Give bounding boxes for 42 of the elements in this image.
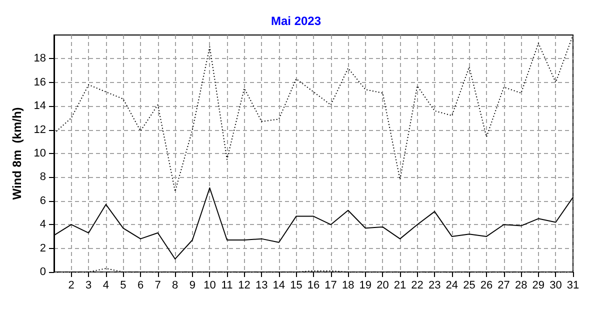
x-tick-label: 9	[189, 280, 196, 292]
x-tick-label: 5	[120, 280, 126, 292]
x-tick-label: 10	[204, 280, 216, 292]
x-tick-label: 3	[86, 280, 92, 292]
x-tick-label: 14	[272, 280, 286, 292]
x-tick-label: 26	[480, 280, 493, 292]
x-tick-label: 7	[154, 280, 161, 292]
x-tick-label: 2	[68, 280, 74, 292]
x-tick-label: 24	[446, 280, 458, 292]
y-tick-label: 12	[34, 124, 46, 136]
x-tick-label: 19	[359, 280, 372, 292]
y-tick-label: 14	[34, 100, 46, 112]
x-tick-label: 13	[255, 280, 268, 292]
x-tick-label: 28	[514, 280, 528, 292]
x-tick-label: 25	[463, 280, 476, 292]
x-tick-label: 18	[342, 280, 354, 292]
x-tick-label: 16	[307, 280, 320, 292]
x-tick-label: 31	[566, 280, 580, 292]
y-tick-label: 6	[40, 194, 46, 207]
x-tick-label: 29	[532, 280, 545, 292]
x-tick-label: 15	[290, 280, 302, 292]
x-tick-label: 21	[394, 280, 406, 292]
y-tick-label: 2	[40, 242, 46, 254]
x-tick-label: 17	[324, 280, 337, 292]
x-tick-label: 23	[428, 280, 441, 292]
y-tick-label: 8	[40, 171, 46, 184]
x-tick-label: 22	[411, 280, 424, 292]
y-tick-label: 16	[34, 76, 46, 88]
y-axis-title: Wind 8m (km/h)	[10, 107, 24, 200]
x-tick-label: 4	[102, 280, 109, 292]
chart-title: Mai 2023	[270, 14, 322, 28]
y-tick-label: 0	[40, 266, 46, 278]
x-tick-label: 27	[498, 280, 510, 292]
y-tick-label: 4	[40, 218, 46, 231]
x-tick-label: 12	[238, 280, 250, 292]
x-tick-label: 8	[172, 280, 178, 292]
x-tick-label: 11	[221, 280, 233, 292]
x-tick-label: 20	[376, 280, 389, 292]
y-tick-label: 18	[34, 52, 46, 65]
x-tick-label: 6	[137, 280, 144, 292]
y-tick-label: 10	[34, 148, 46, 160]
x-tick-label: 30	[550, 280, 562, 292]
